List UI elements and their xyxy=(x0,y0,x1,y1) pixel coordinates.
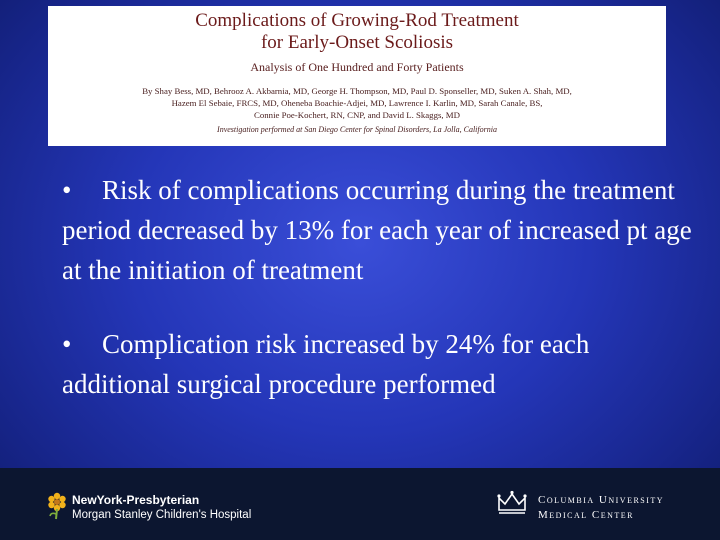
cumc-line2: Medical Center xyxy=(538,509,634,521)
bullet-text: Complication risk increased by 24% for e… xyxy=(62,329,590,399)
bullet-mark: • xyxy=(62,175,72,205)
bullet-item-1: • Risk of complications occurring during … xyxy=(62,170,702,290)
bullet-item-2: • Complication risk increased by 24% for … xyxy=(62,324,702,404)
crown-logo-icon xyxy=(497,490,527,514)
paper-authors-line3: Connie Poe-Kochert, RN, CNP, and David L… xyxy=(254,110,460,120)
cumc-line1: Columbia University xyxy=(538,494,665,506)
paper-title-image: Complications of Growing-Rod Treatment f… xyxy=(48,6,666,146)
paper-title-line2: for Early-Onset Scoliosis xyxy=(260,32,454,53)
nyp-name: NewYork-Presbyterian xyxy=(72,493,200,507)
bullet-text: Risk of complications occurring during t… xyxy=(62,175,692,285)
nyp-logo-text: NewYork-Presbyterian Morgan Stanley Chil… xyxy=(72,493,251,523)
flower-logo-icon xyxy=(48,492,66,520)
paper-authors-line1: By Shay Bess, MD, Behrooz A. Akbarnia, M… xyxy=(142,86,572,96)
footer-bar: NewYork-Presbyterian Morgan Stanley Chil… xyxy=(0,468,720,540)
paper-subtitle: Analysis of One Hundred and Forty Patien… xyxy=(250,60,464,74)
bullet-list: • Risk of complications occurring during … xyxy=(62,170,702,404)
paper-authors-line2: Hazem El Sebaie, FRCS, MD, Oheneba Boach… xyxy=(171,98,543,108)
nyp-hospital: Morgan Stanley Children's Hospital xyxy=(72,509,252,521)
cumc-logo-text: Columbia University Medical Center xyxy=(538,493,664,523)
bullet-mark: • xyxy=(62,329,72,359)
paper-authors: By Shay Bess, MD, Behrooz A. Akbarnia, M… xyxy=(62,85,652,121)
paper-title: Complications of Growing-Rod Treatment f… xyxy=(48,10,666,54)
paper-title-line1: Complications of Growing-Rod Treatment xyxy=(195,10,519,31)
paper-institution: Investigation performed at San Diego Cen… xyxy=(217,125,497,134)
